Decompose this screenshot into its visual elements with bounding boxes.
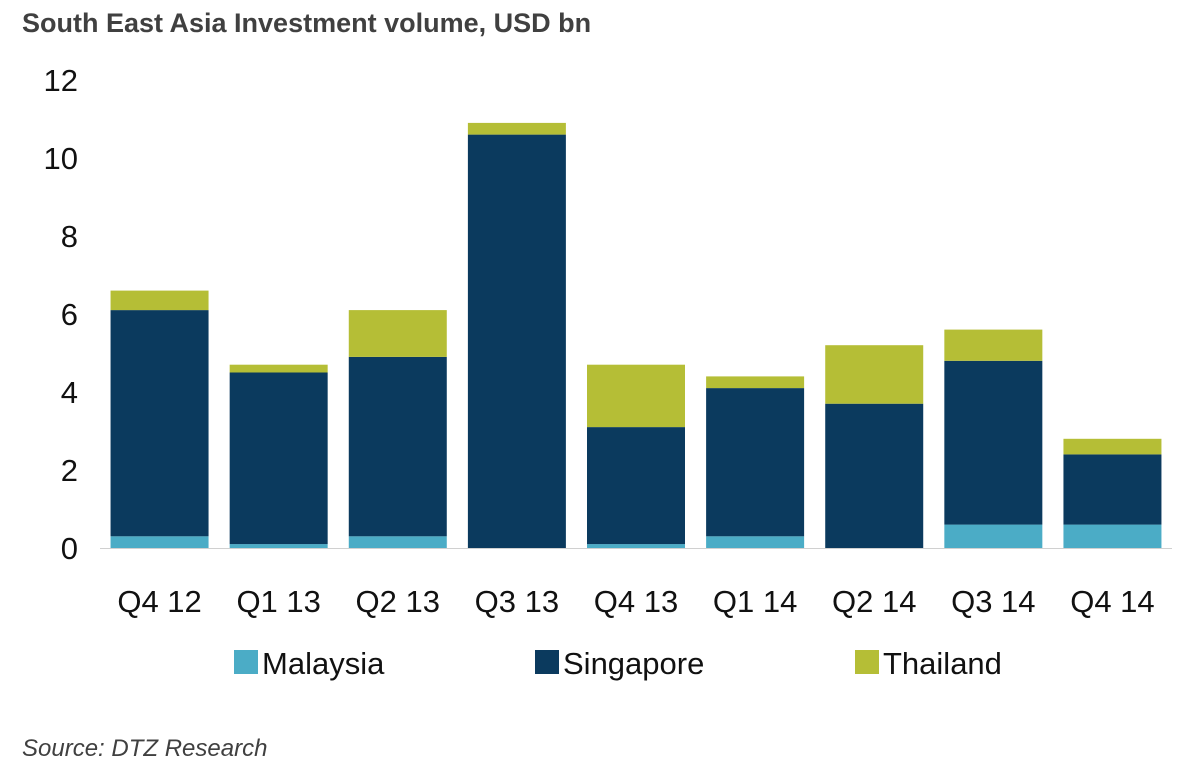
legend-label-singapore: Singapore — [563, 646, 704, 681]
bar-segment-singapore — [587, 427, 685, 545]
bar-segment-singapore — [1063, 454, 1162, 525]
y-tick-label: 8 — [61, 219, 78, 254]
legend-label-malaysia: Malaysia — [262, 646, 385, 681]
bar-segment-singapore — [944, 360, 1043, 525]
x-tick-label: Q3 14 — [951, 584, 1035, 619]
legend-swatch-thailand — [855, 650, 879, 674]
bar-segment-malaysia — [587, 544, 685, 548]
x-tick-label: Q3 13 — [475, 584, 559, 619]
bar-segment-singapore — [229, 372, 328, 545]
y-tick-label: 6 — [61, 297, 78, 332]
bar-segment-singapore — [825, 403, 924, 548]
legend: Malaysia Singapore Thailand — [234, 646, 1002, 681]
bar-segment-thailand — [467, 122, 566, 135]
bar-segment-thailand — [944, 329, 1043, 361]
bar-segment-malaysia — [706, 536, 805, 548]
bar-segment-thailand — [229, 364, 328, 373]
source-note: Source: DTZ Research — [22, 735, 268, 762]
legend-swatch-singapore — [535, 650, 559, 674]
x-tick-label: Q1 13 — [236, 584, 320, 619]
bar-segment-malaysia — [229, 544, 328, 548]
x-tick-label: Q2 14 — [832, 584, 916, 619]
legend-swatch-malaysia — [234, 650, 258, 674]
bar-segment-singapore — [348, 356, 447, 537]
legend-label-thailand: Thailand — [883, 646, 1002, 681]
x-tick-label: Q4 12 — [117, 584, 201, 619]
bar-segment-malaysia — [348, 536, 447, 548]
bar-segment-thailand — [587, 364, 685, 428]
y-tick-label: 4 — [61, 375, 78, 410]
x-tick-label: Q2 13 — [356, 584, 440, 619]
bar-segment-thailand — [348, 310, 447, 357]
x-tick-label: Q4 13 — [594, 584, 678, 619]
x-tick-label: Q1 14 — [713, 584, 797, 619]
bar-segment-thailand — [1063, 438, 1162, 455]
bar-segment-malaysia — [110, 536, 209, 548]
bar-segment-thailand — [706, 376, 805, 389]
bar-segment-thailand — [825, 345, 924, 404]
bar-segment-singapore — [110, 310, 209, 537]
bar-segment-malaysia — [1063, 524, 1162, 548]
y-tick-label: 10 — [44, 141, 78, 176]
y-tick-label: 2 — [61, 453, 78, 488]
y-axis-ticks: 0 2 4 6 8 10 12 — [44, 63, 78, 566]
bars — [110, 122, 1162, 548]
bar-segment-singapore — [467, 134, 566, 548]
x-tick-label: Q4 14 — [1070, 584, 1154, 619]
chart-title: South East Asia Investment volume, USD b… — [22, 8, 592, 38]
x-axis-labels: Q4 12 Q1 13 Q2 13 Q3 13 Q4 13 Q1 14 Q2 14 Q3 14… — [117, 584, 1154, 619]
bar-segment-thailand — [110, 290, 209, 311]
y-tick-label: 0 — [61, 531, 78, 566]
bar-segment-malaysia — [944, 524, 1043, 548]
bar-segment-singapore — [706, 388, 805, 537]
y-tick-label: 12 — [44, 63, 78, 98]
